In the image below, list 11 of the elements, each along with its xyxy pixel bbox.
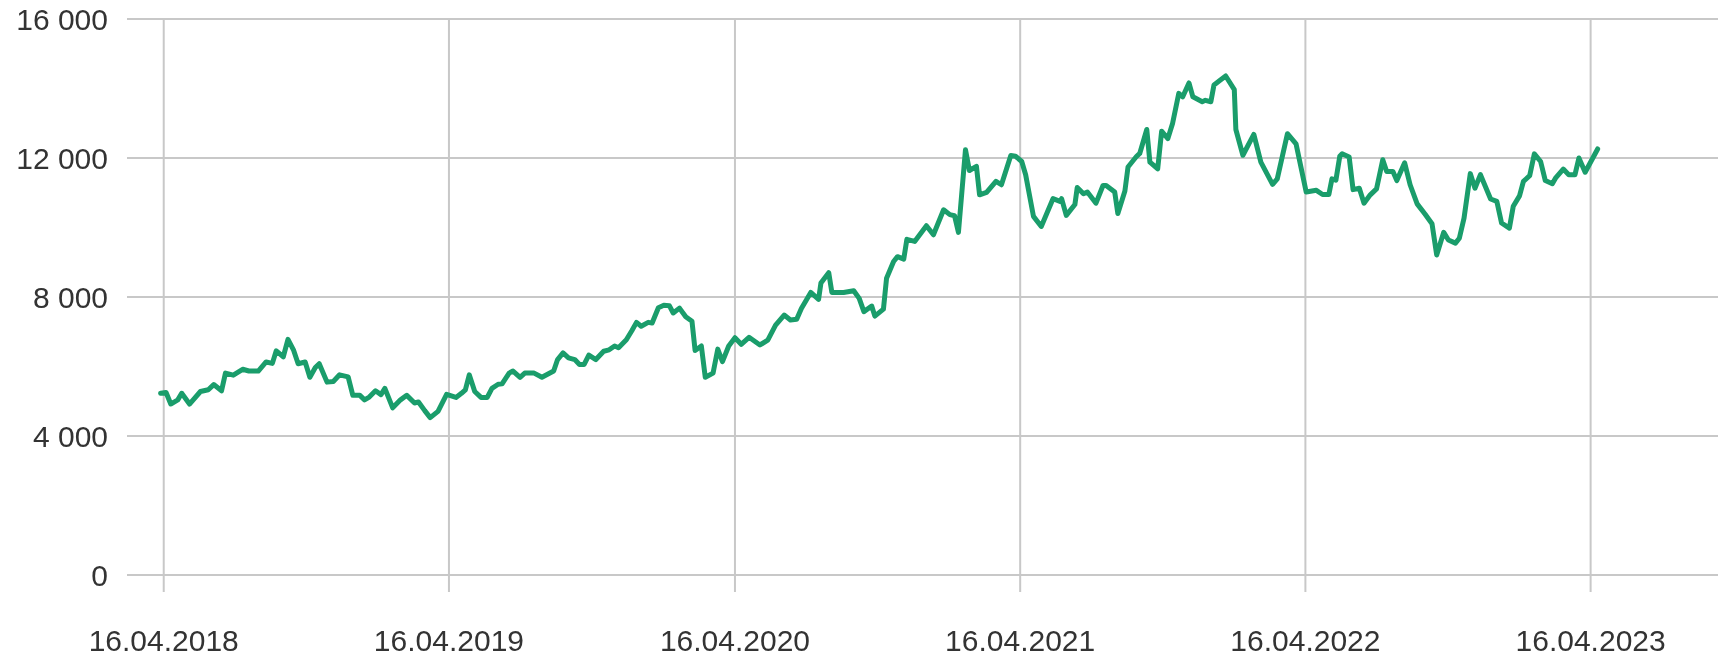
y-tick-label: 16 000 — [16, 2, 108, 36]
x-tick-label: 16.04.2022 — [1230, 623, 1381, 657]
y-tick-label: 0 — [91, 558, 108, 592]
y-tick-label: 12 000 — [16, 141, 108, 175]
x-tick-label: 16.04.2019 — [373, 623, 525, 657]
y-tick-label: 8 000 — [32, 280, 108, 314]
y-tick-label: 4 000 — [32, 419, 108, 453]
x-tick-label: 16.04.2023 — [1515, 623, 1666, 657]
x-tick-label: 16.04.2018 — [88, 623, 239, 657]
x-tick-label: 16.04.2021 — [945, 623, 1096, 657]
x-tick-label: 16.04.2020 — [659, 623, 811, 657]
